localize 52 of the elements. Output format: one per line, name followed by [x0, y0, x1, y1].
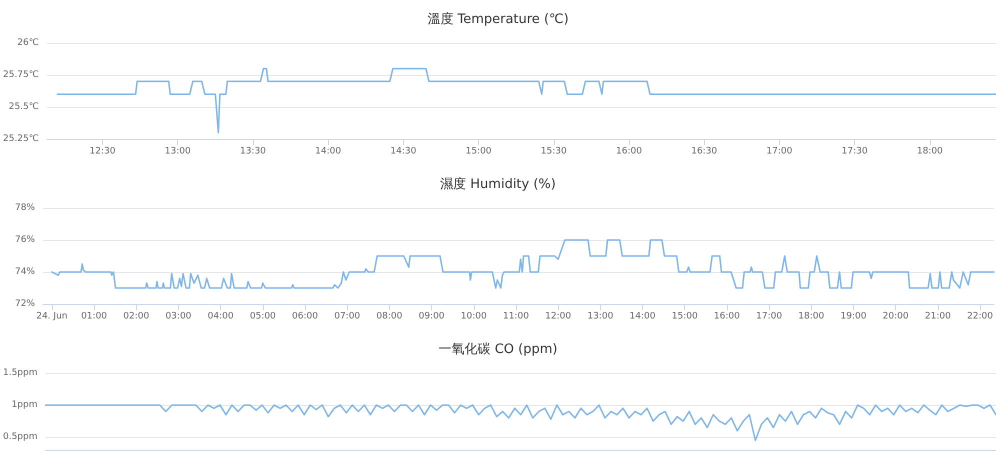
- x-tick-label: 15:00: [466, 146, 492, 156]
- x-tick-label: 24. Jun: [36, 312, 68, 322]
- x-tick-label: 01:00: [81, 312, 108, 322]
- x-tick-label: 17:30: [842, 146, 868, 156]
- x-tick-label: 18:00: [916, 146, 944, 156]
- x-tick-label: 18:00: [798, 312, 825, 322]
- y-tick-label: 72%: [14, 299, 36, 309]
- x-tick-label: 17:00: [756, 312, 782, 322]
- x-tick-label: 05:00: [250, 312, 276, 322]
- x-tick-label: 12:00: [545, 312, 572, 322]
- x-tick-label: 20:00: [882, 312, 909, 322]
- x-tick-label: 15:30: [540, 146, 568, 156]
- y-tick-label: 25.75℃: [3, 70, 39, 80]
- x-tick-label: 13:30: [240, 146, 266, 156]
- x-tick-label: 03:00: [165, 312, 192, 322]
- x-tick-label: 16:00: [616, 146, 642, 156]
- x-tick-label: 10:00: [460, 312, 487, 322]
- x-tick-label: 04:00: [208, 312, 234, 322]
- chart-title: 一氧化碳 CO (ppm): [438, 342, 558, 357]
- x-tick-label: 02:00: [123, 312, 150, 322]
- x-tick-label: 12:30: [90, 146, 116, 156]
- x-tick-label: 11:00: [502, 312, 530, 322]
- x-tick-label: 06:00: [292, 312, 318, 322]
- x-tick-label: 19:00: [840, 312, 867, 322]
- x-tick-label: 15:00: [672, 312, 698, 322]
- chart-title: 溫度 Temperature (℃): [427, 11, 569, 27]
- x-tick-label: 14:30: [390, 146, 417, 156]
- chart-title: 濕度 Humidity (%): [440, 176, 556, 192]
- y-tick-label: 25.25℃: [3, 134, 39, 144]
- x-tick-label: 13:00: [587, 312, 614, 322]
- x-tick-label: 07:00: [334, 312, 360, 322]
- line-series: [51, 239, 995, 289]
- x-tick-label: 16:00: [714, 312, 740, 322]
- x-tick-label: 09:00: [418, 312, 445, 322]
- y-tick-label: 0.5ppm: [2, 432, 38, 442]
- y-tick-label: 1.5ppm: [2, 368, 38, 378]
- line-series: [44, 404, 996, 442]
- line-series: [56, 68, 996, 134]
- y-tick-label: 25.5℃: [8, 102, 39, 112]
- x-tick-label: 21:00: [924, 312, 952, 322]
- x-tick-label: 17:00: [766, 146, 793, 156]
- x-tick-label: 08:00: [376, 312, 403, 322]
- x-tick-label: 16:30: [691, 146, 718, 156]
- x-tick-label: 13:00: [164, 146, 191, 156]
- y-tick-label: 76%: [14, 235, 36, 245]
- x-tick-label: 14:00: [630, 312, 656, 322]
- y-tick-label: 26℃: [17, 38, 39, 48]
- y-tick-label: 1ppm: [12, 400, 38, 410]
- x-tick-label: 22:00: [967, 312, 994, 322]
- x-tick-label: 14:00: [315, 146, 342, 156]
- y-tick-label: 78%: [14, 203, 36, 213]
- y-tick-label: 74%: [14, 267, 36, 277]
